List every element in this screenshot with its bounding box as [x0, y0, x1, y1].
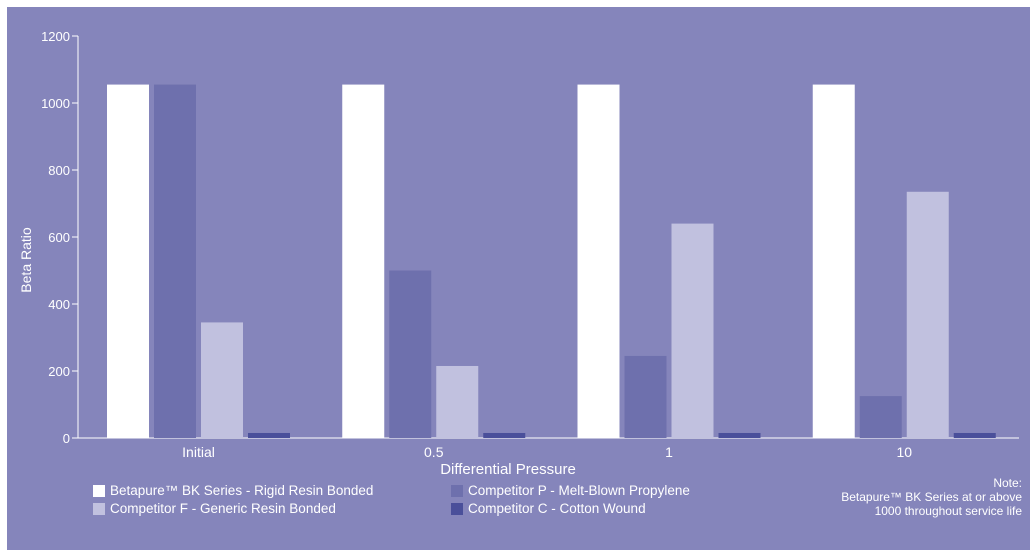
bar-competitor-0	[201, 322, 243, 438]
y-tick-label: 0	[63, 431, 70, 446]
legend-label-competitor-c: Competitor C - Cotton Wound	[468, 501, 646, 516]
bar-chart: 0 200 400 600 800 1000 1200 Initial 0.5 1 10 Beta …	[18, 29, 1019, 478]
legend-swatch-betapure	[93, 484, 105, 497]
bar-competitor-1	[389, 270, 432, 438]
legend-item-betapure: Betapure™ BK Series - Rigid Resin Bonded	[93, 483, 373, 498]
y-axis-label: Beta Ratio	[18, 227, 34, 293]
x-tick-label: 1	[665, 444, 673, 460]
bar-competitor-0	[154, 84, 196, 438]
bars	[107, 84, 996, 438]
y-tick-label: 600	[48, 230, 70, 245]
bar-competitor-0	[248, 432, 290, 438]
legend-swatch-competitor-c	[451, 502, 463, 515]
bar-competitor-1	[436, 365, 479, 438]
bar-competitor-1	[483, 432, 526, 438]
legend-item-competitor-p: Competitor P - Melt-Blown Propylene	[451, 483, 690, 498]
legend-label-competitor-p: Competitor P - Melt-Blown Propylene	[468, 483, 690, 498]
y-tick-label: 1000	[41, 96, 70, 111]
bar-competitor-2	[671, 223, 714, 438]
bar-betapure-3	[812, 84, 855, 438]
bar-betapure-1	[342, 84, 385, 438]
bar-competitor-3	[859, 396, 902, 438]
chart-panel: 0 200 400 600 800 1000 1200 Initial 0.5 1 10 Beta …	[7, 7, 1030, 550]
x-tick-label: 0.5	[424, 444, 444, 460]
bar-competitor-2	[624, 355, 667, 438]
note-line: Betapure™ BK Series at or above	[841, 490, 1022, 504]
x-tick-label: 10	[896, 444, 912, 460]
legend-swatch-competitor-p	[451, 484, 463, 497]
bar-betapure-0	[107, 84, 149, 438]
y-tick-label: 1200	[41, 29, 70, 44]
y-tick-label: 400	[48, 297, 70, 312]
legend-swatch-competitor-f	[93, 502, 105, 515]
note-line: 1000 throughout service life	[874, 504, 1022, 518]
y-tick-label: 800	[48, 163, 70, 178]
bar-competitor-3	[953, 432, 996, 438]
legend-item-competitor-f: Competitor F - Generic Resin Bonded	[93, 501, 336, 516]
legend-item-competitor-c: Competitor C - Cotton Wound	[451, 501, 646, 516]
bar-competitor-3	[906, 191, 949, 438]
x-axis-label: Differential Pressure	[440, 461, 576, 478]
x-tick-label: Initial	[182, 444, 215, 460]
bar-competitor-2	[718, 432, 761, 438]
chart-note: Note: Betapure™ BK Series at or above 10…	[841, 476, 1022, 518]
bar-betapure-2	[577, 84, 620, 438]
legend-label-betapure: Betapure™ BK Series - Rigid Resin Bonded	[110, 483, 374, 498]
axes: 0 200 400 600 800 1000 1200 Initial 0.5 1 10	[41, 29, 1019, 460]
y-tick-label: 200	[48, 364, 70, 379]
note-line: Note:	[993, 476, 1022, 490]
legend-label-competitor-f: Competitor F - Generic Resin Bonded	[110, 501, 336, 516]
